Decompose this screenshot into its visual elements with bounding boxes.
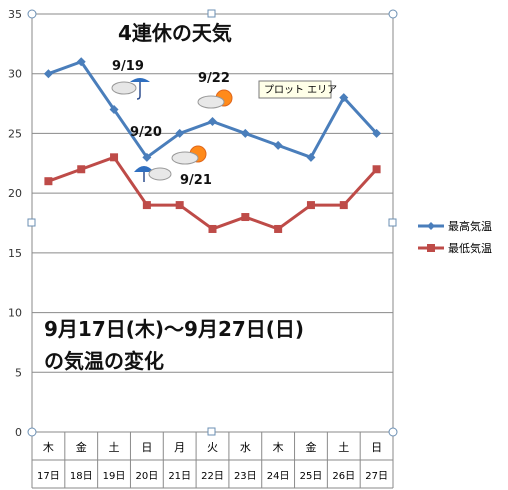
data-point-max[interactable] bbox=[175, 128, 185, 138]
x-tick-date: 22日 bbox=[201, 471, 224, 482]
data-point-max[interactable] bbox=[208, 116, 217, 126]
data-point-min[interactable] bbox=[110, 153, 119, 162]
handle-middle-right[interactable] bbox=[388, 218, 397, 227]
x-tick-date: 21日 bbox=[168, 471, 191, 482]
x-tick-date: 17日 bbox=[37, 471, 60, 482]
handle-top-right[interactable] bbox=[388, 9, 398, 19]
data-point-max[interactable] bbox=[306, 152, 316, 162]
plot-area-tooltip: プロット エリア bbox=[258, 80, 337, 99]
annotation-label-0919: 9/19 bbox=[112, 59, 144, 74]
y-tick-label: 0 bbox=[15, 426, 22, 439]
x-tick-day: 金 bbox=[76, 440, 87, 454]
data-point-min[interactable] bbox=[274, 224, 283, 233]
x-tick-date: 18日 bbox=[70, 471, 93, 482]
data-point-min[interactable] bbox=[208, 224, 217, 233]
x-tick-day: 土 bbox=[109, 441, 120, 454]
handle-bottom-left[interactable] bbox=[27, 427, 37, 437]
x-tick-day: 火 bbox=[207, 441, 218, 454]
data-point-max[interactable] bbox=[142, 152, 152, 162]
data-point-max[interactable] bbox=[43, 69, 53, 79]
data-point-min[interactable] bbox=[44, 177, 53, 186]
x-tick-date: 25日 bbox=[300, 471, 323, 482]
chart-subtitle-line2: の気温の変化 bbox=[44, 349, 164, 373]
x-tick-day: 木 bbox=[43, 441, 54, 454]
legend-label-min: 最低気温 bbox=[448, 241, 492, 255]
annotation-label-0922: 9/22 bbox=[198, 71, 230, 86]
y-tick-label: 10 bbox=[8, 307, 22, 320]
data-point-max[interactable] bbox=[339, 93, 349, 103]
annotation-label-0921: 9/21 bbox=[180, 173, 212, 188]
legend-label-max: 最高気温 bbox=[448, 219, 492, 233]
y-tick-label: 35 bbox=[8, 8, 22, 21]
data-point-max[interactable] bbox=[109, 105, 119, 115]
cloud-sun-icon bbox=[171, 145, 207, 165]
y-axis: 0 5 10 15 20 25 30 35 bbox=[8, 8, 22, 439]
x-tick-day: 水 bbox=[240, 441, 251, 454]
handle-bottom-middle[interactable] bbox=[207, 427, 216, 436]
x-tick-date: 26日 bbox=[332, 471, 355, 482]
handle-top-middle[interactable] bbox=[207, 9, 216, 18]
data-point-max[interactable] bbox=[240, 128, 250, 138]
handle-top-left[interactable] bbox=[27, 9, 37, 19]
data-point-min[interactable] bbox=[372, 165, 381, 174]
legend-item-max[interactable]: 最高気温 bbox=[418, 219, 492, 233]
data-point-max[interactable] bbox=[76, 57, 86, 67]
x-tick-date: 20日 bbox=[135, 471, 158, 482]
data-point-min[interactable] bbox=[241, 213, 250, 222]
y-tick-label: 25 bbox=[8, 127, 22, 140]
y-tick-label: 15 bbox=[8, 247, 22, 260]
x-tick-day: 土 bbox=[338, 441, 349, 454]
data-point-max[interactable] bbox=[372, 128, 382, 138]
tooltip-text: プロット エリア bbox=[264, 84, 337, 96]
annotation-label-0920: 9/20 bbox=[130, 125, 162, 140]
data-point-min[interactable] bbox=[142, 201, 151, 210]
handle-bottom-right[interactable] bbox=[388, 427, 398, 437]
x-tick-date: 24日 bbox=[267, 471, 290, 482]
x-tick-day: 日 bbox=[371, 441, 382, 454]
x-tick-day: 日 bbox=[141, 441, 152, 454]
y-tick-label: 30 bbox=[8, 68, 22, 81]
data-point-max[interactable] bbox=[273, 140, 283, 150]
x-axis: 木 17日 金 18日 土 19日 日 20日 月 21日 火 22日 水 23日 木 24日 金 25日 土 26日… bbox=[37, 440, 388, 482]
x-tick-day: 木 bbox=[273, 441, 284, 454]
x-tick-day: 金 bbox=[305, 440, 316, 454]
x-tick-date: 19日 bbox=[103, 471, 126, 482]
legend[interactable]: 最高気温 最低気温 bbox=[418, 219, 492, 255]
cloud-rain-icon bbox=[134, 166, 172, 182]
y-tick-label: 5 bbox=[15, 366, 22, 379]
selection-handles[interactable] bbox=[27, 9, 398, 437]
y-tick-label: 20 bbox=[8, 187, 22, 200]
data-point-min[interactable] bbox=[306, 201, 315, 210]
weather-annotations: 9/19 9/22 9/20 9/21 bbox=[111, 59, 233, 188]
x-tick-day: 月 bbox=[174, 441, 185, 454]
handle-middle-left[interactable] bbox=[27, 218, 36, 227]
data-point-min[interactable] bbox=[77, 165, 86, 174]
x-tick-date: 23日 bbox=[234, 471, 257, 482]
category-axis-table bbox=[31, 432, 394, 489]
legend-item-min[interactable]: 最低気温 bbox=[418, 241, 492, 255]
chart-subtitle-line1: 9月17日(木)〜9月27日(日) bbox=[44, 317, 304, 341]
cloud-sun-icon bbox=[197, 89, 233, 109]
data-point-min[interactable] bbox=[175, 201, 184, 210]
x-tick-date: 27日 bbox=[365, 471, 388, 482]
gridlines bbox=[32, 73, 393, 373]
data-point-min[interactable] bbox=[339, 201, 348, 210]
series-layer bbox=[43, 57, 382, 233]
chart-title: 4連休の天気 bbox=[118, 21, 232, 45]
rain-umbrella-icon bbox=[111, 78, 150, 100]
